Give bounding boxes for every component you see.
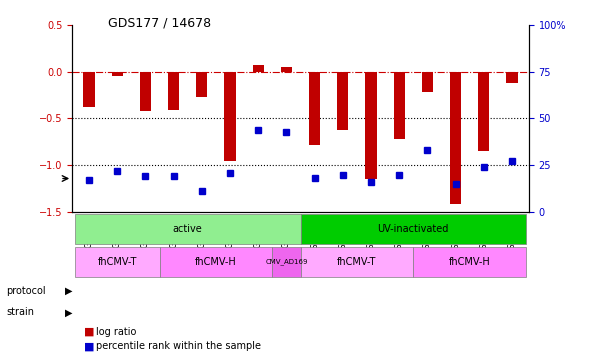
Text: ▶: ▶ bbox=[66, 286, 73, 296]
Bar bbox=[281, 67, 292, 72]
Text: fhCMV-H: fhCMV-H bbox=[449, 257, 490, 267]
Text: ■: ■ bbox=[84, 341, 94, 351]
FancyBboxPatch shape bbox=[75, 247, 159, 277]
Bar bbox=[450, 72, 461, 205]
Text: fhCMV-H: fhCMV-H bbox=[195, 257, 237, 267]
FancyBboxPatch shape bbox=[272, 247, 300, 277]
FancyBboxPatch shape bbox=[159, 247, 272, 277]
Text: fhCMV-T: fhCMV-T bbox=[97, 257, 137, 267]
Text: protocol: protocol bbox=[6, 286, 46, 296]
Bar bbox=[506, 72, 517, 83]
Text: GDS177 / 14678: GDS177 / 14678 bbox=[108, 16, 212, 29]
Text: strain: strain bbox=[6, 307, 34, 317]
Bar bbox=[84, 72, 95, 107]
Bar bbox=[337, 72, 349, 130]
Bar bbox=[309, 72, 320, 145]
Text: active: active bbox=[173, 223, 203, 233]
Bar bbox=[252, 65, 264, 72]
Text: fhCMV-T: fhCMV-T bbox=[337, 257, 377, 267]
Bar bbox=[365, 72, 377, 179]
Bar bbox=[168, 72, 179, 110]
FancyBboxPatch shape bbox=[300, 213, 526, 243]
Bar bbox=[196, 72, 207, 97]
Bar bbox=[394, 72, 405, 139]
Bar bbox=[140, 72, 151, 111]
Text: CMV_AD169: CMV_AD169 bbox=[265, 258, 308, 265]
Bar bbox=[422, 72, 433, 92]
Bar bbox=[224, 72, 236, 161]
FancyBboxPatch shape bbox=[413, 247, 526, 277]
Text: ■: ■ bbox=[84, 327, 94, 337]
Text: percentile rank within the sample: percentile rank within the sample bbox=[96, 341, 261, 351]
Bar bbox=[112, 72, 123, 76]
Text: log ratio: log ratio bbox=[96, 327, 136, 337]
Text: UV-inactivated: UV-inactivated bbox=[377, 223, 449, 233]
FancyBboxPatch shape bbox=[300, 247, 413, 277]
Text: ▶: ▶ bbox=[66, 307, 73, 317]
FancyBboxPatch shape bbox=[75, 213, 300, 243]
Bar bbox=[478, 72, 489, 151]
